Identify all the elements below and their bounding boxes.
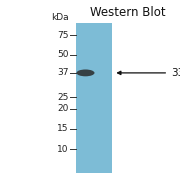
Text: 50: 50	[57, 50, 68, 59]
Bar	[76, 23, 112, 173]
Ellipse shape	[76, 69, 94, 76]
Text: 15: 15	[57, 124, 68, 133]
Text: kDa: kDa	[51, 14, 68, 22]
Text: 37: 37	[57, 68, 68, 77]
Text: 20: 20	[57, 104, 68, 113]
Text: 75: 75	[57, 31, 68, 40]
Text: 33kDa: 33kDa	[118, 68, 180, 78]
Text: 25: 25	[57, 93, 68, 102]
Text: Western Blot: Western Blot	[90, 6, 166, 19]
Text: 10: 10	[57, 145, 68, 154]
